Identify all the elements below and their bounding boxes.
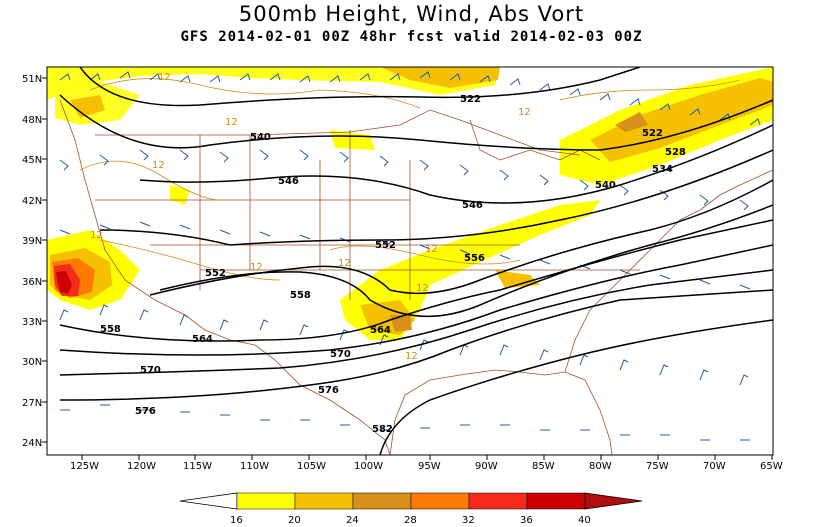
vorticity-label: 12 [250, 262, 263, 273]
height-label: 540 [250, 132, 271, 143]
lon-tick-label: 70W [703, 461, 726, 472]
height-label: 576 [318, 385, 339, 396]
lat-axis: 51N 48N 45N 42N 39N 36N 33N 30N 27N 24N [22, 74, 47, 449]
colorbar-tick-label: 20 [288, 515, 301, 526]
vorticity-label: 12 [338, 258, 351, 269]
lon-tick-label: 115W [183, 461, 212, 472]
height-label: 570 [140, 365, 161, 376]
colorbar-tick-label: 28 [404, 515, 417, 526]
map-subtitle: GFS 2014-02-01 00Z 48hr fcst valid 2014-… [180, 29, 643, 45]
vorticity-label: 12 [90, 230, 103, 241]
colorbar-high-cap [584, 492, 643, 510]
lon-tick-label: 85W [532, 461, 555, 472]
height-label: 576 [135, 406, 156, 417]
height-labels: 522 522 540 546 546 540 534 528 552 552 … [100, 94, 686, 435]
lat-tick-label: 30N [22, 357, 42, 368]
vorticity-contours [79, 78, 741, 281]
colorbar-tick-label: 16 [230, 515, 243, 526]
vorticity-label: 12 [425, 244, 438, 255]
lat-tick-label: 48N [22, 115, 42, 126]
height-label: 564 [370, 325, 391, 336]
height-label: 540 [595, 180, 616, 191]
vorticity-shading [47, 67, 773, 340]
map-frame [46, 66, 774, 456]
colorbar-swatch [236, 492, 296, 510]
lat-tick-label: 42N [22, 196, 42, 207]
vorticity-label: 12 [225, 117, 238, 128]
height-label: 546 [462, 200, 483, 211]
lon-tick-label: 90W [475, 461, 498, 472]
vorticity-label: 12 [518, 107, 531, 118]
lat-tick-label: 36N [22, 277, 42, 288]
lat-tick-label: 24N [22, 438, 42, 449]
lon-axis: 125W 120W 115W 110W 105W 100W 95W 90W 85… [70, 455, 783, 472]
vorticity-label: 12 [158, 72, 171, 83]
lon-tick-label: 80W [589, 461, 612, 472]
map-content: 522 522 540 546 546 540 534 528 552 552 … [47, 67, 773, 455]
colorbar-tick-label: 36 [520, 515, 533, 526]
vorticity-label: 12 [152, 160, 165, 171]
lat-tick-label: 51N [22, 74, 42, 85]
vorticity-label: 12 [405, 351, 418, 362]
colorbar-low-cap [179, 492, 238, 510]
lat-tick-label: 45N [22, 155, 42, 166]
colorbar-swatch [352, 492, 412, 510]
height-label: 528 [665, 147, 686, 158]
height-label: 546 [278, 176, 299, 187]
height-label: 552 [375, 240, 396, 251]
lon-tick-label: 75W [646, 461, 669, 472]
height-label: 558 [290, 290, 311, 301]
height-label: 552 [205, 268, 226, 279]
height-label: 564 [192, 334, 213, 345]
height-label: 570 [330, 349, 351, 360]
lat-tick-label: 33N [22, 317, 42, 328]
lon-tick-label: 65W [760, 461, 783, 472]
vorticity-label: 12 [416, 283, 429, 294]
lon-tick-label: 120W [127, 461, 156, 472]
height-contours [59, 67, 773, 455]
geography-lines [59, 99, 773, 455]
colorbar: 16 20 24 28 32 36 40 [179, 492, 643, 526]
lon-tick-label: 95W [418, 461, 441, 472]
lat-tick-label: 27N [22, 398, 42, 409]
height-label: 582 [372, 424, 393, 435]
height-label: 558 [100, 324, 121, 335]
height-label: 522 [460, 94, 481, 105]
colorbar-swatch [526, 492, 586, 510]
lat-tick-label: 39N [22, 236, 42, 247]
colorbar-tick-label: 24 [346, 515, 359, 526]
colorbar-tick-label: 40 [578, 515, 591, 526]
colorbar-tick-label: 32 [462, 515, 475, 526]
height-label: 522 [642, 128, 663, 139]
vorticity-labels: 12 12 12 12 12 12 12 12 12 12 [90, 72, 531, 362]
height-label: 534 [652, 164, 673, 175]
wind-barbs [59, 71, 761, 441]
lon-tick-label: 100W [354, 461, 383, 472]
height-label: 556 [464, 253, 485, 264]
lon-tick-label: 105W [297, 461, 326, 472]
colorbar-swatch [468, 492, 528, 510]
map-title: 500mb Height, Wind, Abs Vort [238, 2, 585, 26]
colorbar-swatch [294, 492, 354, 510]
lon-tick-label: 125W [70, 461, 99, 472]
colorbar-swatch [410, 492, 470, 510]
lon-tick-label: 110W [240, 461, 269, 472]
